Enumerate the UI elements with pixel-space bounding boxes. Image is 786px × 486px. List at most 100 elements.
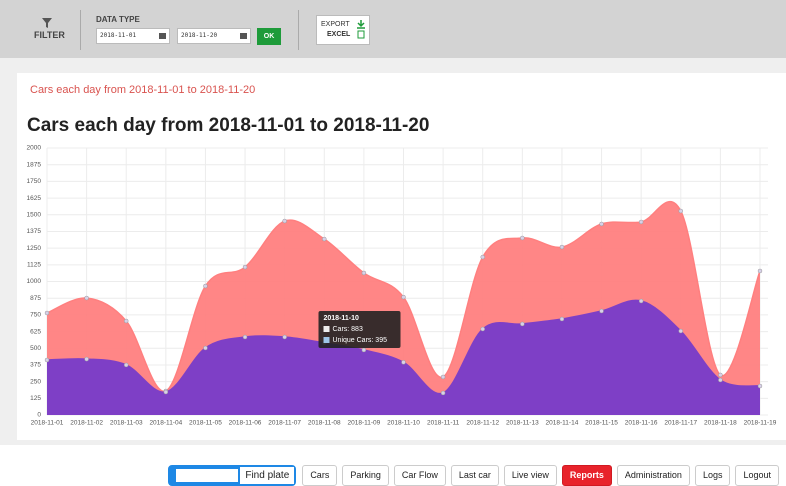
x-tick-label: 2018-11-18: [704, 420, 737, 427]
point: [282, 218, 287, 224]
nav-button[interactable]: Cars: [302, 465, 338, 486]
x-tick-label: 2018-11-01: [31, 420, 64, 427]
point: [123, 318, 129, 324]
toolbar: FILTER DATA TYPE 2018-11-01 2018-11-20 O…: [0, 0, 786, 58]
x-tick-label: 2018-11-13: [506, 420, 539, 427]
calendar-icon[interactable]: [159, 33, 166, 39]
y-tick-label: 1375: [27, 228, 42, 235]
nav-button[interactable]: Logout: [735, 465, 779, 486]
y-tick-label: 1875: [27, 161, 42, 168]
area-line: [46, 201, 761, 392]
x-tick-label: 2018-11-09: [347, 420, 380, 427]
export-label: EXPORT: [321, 21, 350, 28]
x-tick-label: 2018-11-04: [149, 420, 182, 427]
point: [361, 347, 367, 353]
x-tick-label: 2018-11-17: [664, 420, 697, 427]
filter-icon: [42, 18, 52, 28]
point: [242, 334, 248, 340]
point: [401, 294, 406, 300]
point: [401, 360, 406, 365]
y-tick-label: 1500: [27, 211, 42, 218]
ok-button[interactable]: OK: [257, 28, 281, 45]
tooltip: 2018-11-10 Cars: 883 Unique Cars: 395: [318, 311, 401, 348]
calendar-icon[interactable]: [240, 33, 247, 39]
point: [163, 389, 169, 395]
y-tick-label: 250: [30, 378, 41, 385]
point: [123, 362, 129, 368]
point: [242, 264, 248, 270]
tooltip-title: 2018-11-10: [324, 315, 360, 322]
excel-label: EXCEL: [327, 31, 351, 38]
point: [282, 334, 287, 340]
nav-button[interactable]: Reports: [561, 465, 612, 486]
x-tick-label: 2018-11-08: [308, 420, 341, 427]
point: [638, 219, 644, 225]
x-tick-label: 2018-11-07: [268, 420, 301, 427]
find-plate: Find plate: [168, 465, 297, 486]
x-tick-label: 2018-11-16: [625, 420, 658, 427]
point: [718, 377, 723, 383]
x-tick-label: 2018-11-11: [427, 420, 460, 427]
y-tick-label: 375: [30, 362, 41, 369]
export-button[interactable]: EXPORT EXCEL: [316, 15, 370, 45]
point: [322, 236, 327, 242]
point: [678, 328, 684, 334]
point: [84, 356, 89, 362]
nav-button[interactable]: Parking: [342, 465, 389, 486]
point: [559, 316, 565, 322]
chart-card: Cars each day from 2018-11-01 to 2018-11…: [17, 73, 786, 440]
export-icons: [357, 20, 365, 39]
date-from[interactable]: 2018-11-01: [96, 28, 170, 44]
point: [559, 244, 565, 250]
y-tick-label: 500: [30, 345, 41, 352]
x-tick-label: 2018-11-06: [229, 420, 262, 427]
y-tick-label: 1750: [27, 178, 42, 185]
divider: [298, 10, 299, 50]
nav-button[interactable]: Live view: [503, 465, 557, 486]
point: [84, 295, 89, 301]
y-tick-label: 125: [30, 395, 41, 402]
y-tick-label: 875: [30, 295, 41, 302]
nav-button[interactable]: Car Flow: [393, 465, 446, 486]
nav-button[interactable]: Last car: [450, 465, 499, 486]
point: [599, 221, 604, 227]
point: [203, 283, 208, 289]
tooltip-row: Cars: 883: [333, 326, 363, 333]
y-tick-label: 0: [37, 412, 41, 419]
x-tick-label: 2018-11-03: [110, 420, 143, 427]
y-tick-label: 1000: [27, 278, 42, 285]
tooltip-swatch: [323, 337, 330, 343]
data-type-label: DATA TYPE: [96, 15, 140, 24]
chart-title: Cars each day from 2018-11-01 to 2018-11…: [27, 115, 430, 136]
point: [480, 254, 485, 260]
date-to[interactable]: 2018-11-20: [177, 28, 251, 44]
point: [520, 235, 525, 241]
y-tick-label: 2000: [27, 145, 42, 152]
nav-button[interactable]: Logs: [694, 465, 731, 486]
find-plate-button[interactable]: Find plate: [240, 467, 295, 484]
point: [520, 321, 525, 327]
point: [203, 345, 208, 351]
y-tick-label: 750: [30, 312, 41, 319]
tooltip-swatch: [323, 326, 330, 332]
x-tick-label: 2018-11-15: [585, 420, 618, 427]
x-tick-label: 2018-11-19: [744, 420, 777, 427]
point: [440, 374, 446, 380]
y-tick-label: 1250: [27, 245, 42, 252]
point: [718, 372, 723, 378]
point: [44, 310, 50, 316]
filter-label[interactable]: FILTER: [34, 30, 65, 40]
divider: [80, 10, 81, 50]
nav-button[interactable]: Administration: [616, 465, 690, 486]
point: [440, 390, 446, 396]
point: [44, 357, 50, 363]
subtitle: Cars each day from 2018-11-01 to 2018-11…: [30, 84, 256, 96]
point: [678, 208, 684, 214]
x-tick-label: 2018-11-05: [189, 420, 222, 427]
y-tick-label: 625: [30, 328, 41, 335]
plate-input[interactable]: [176, 469, 239, 482]
x-tick-label: 2018-11-14: [546, 420, 579, 427]
date-from-text: 2018-11-01: [100, 32, 137, 39]
y-tick-label: 1125: [27, 262, 41, 269]
